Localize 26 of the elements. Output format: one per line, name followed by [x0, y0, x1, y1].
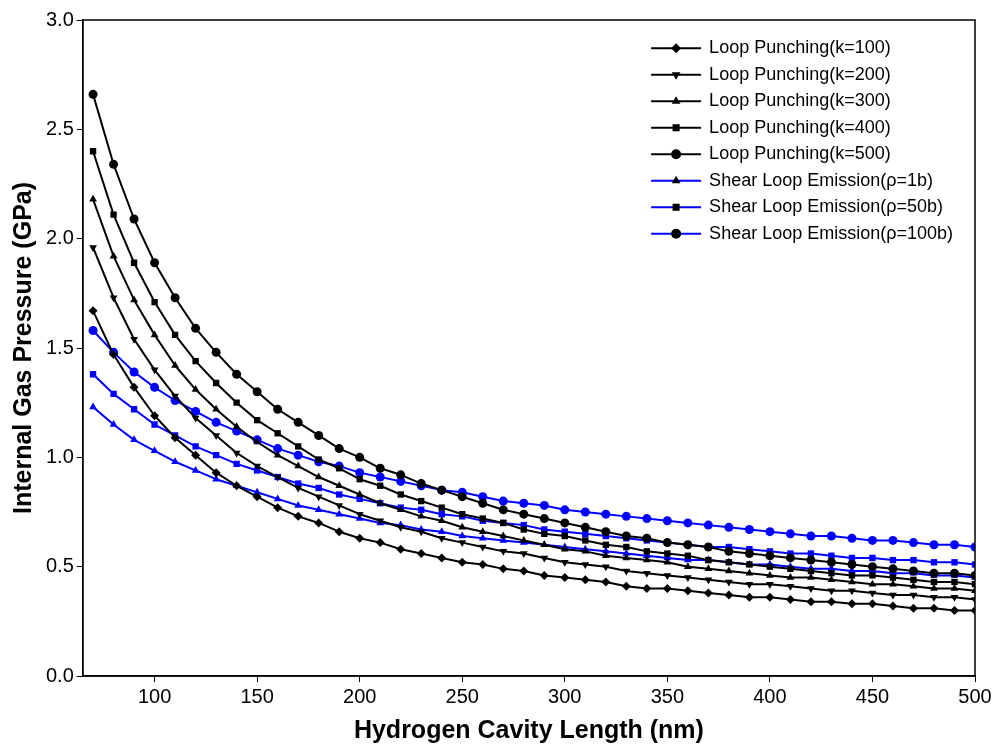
y-tick-label: 1.5	[45, 335, 74, 358]
legend-label: Shear Loop Emission(ρ=100b)	[709, 222, 954, 243]
x-tick-label: 450	[855, 684, 890, 707]
y-tick-label: 2.5	[45, 116, 74, 139]
legend-label: Loop Punching(k=300)	[709, 90, 891, 111]
y-tick-label: 2.0	[45, 226, 74, 249]
legend-label: Shear Loop Emission(ρ=1b)	[709, 169, 933, 190]
x-tick-label: 300	[548, 684, 582, 707]
x-tick-label: 250	[445, 684, 479, 707]
x-tick-label: 500	[958, 684, 992, 707]
legend-label: Loop Punching(k=400)	[709, 116, 891, 137]
legend-label: Loop Punching(k=500)	[709, 143, 891, 164]
legend-label: Loop Punching(k=100)	[709, 37, 891, 58]
y-tick-label: 3.0	[45, 7, 74, 30]
x-tick-label: 100	[137, 684, 172, 707]
x-tick-label: 150	[240, 684, 274, 707]
legend-label: Loop Punching(k=200)	[709, 63, 891, 84]
legend-label: Shear Loop Emission(ρ=50b)	[709, 196, 943, 217]
y-tick-label: 0.0	[45, 663, 74, 686]
y-axis-title: Internal Gas Pressure (GPa)	[7, 181, 36, 515]
x-axis-title: Hydrogen Cavity Length (nm)	[353, 714, 704, 743]
x-tick-label: 350	[650, 684, 685, 707]
y-tick-label: 0.5	[45, 554, 74, 577]
y-tick-label: 1.0	[45, 444, 74, 467]
x-tick-label: 200	[343, 684, 377, 707]
x-tick-label: 400	[753, 684, 787, 707]
